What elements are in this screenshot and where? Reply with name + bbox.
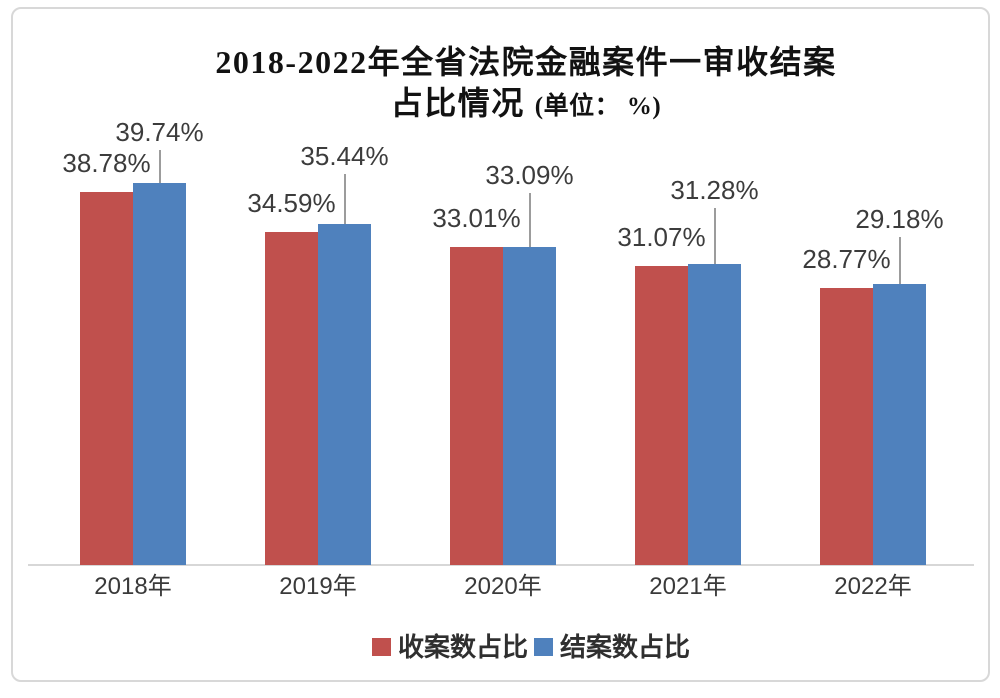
x-axis-label-2019年: 2019年	[279, 573, 357, 600]
x-axis-label-2021年: 2021年	[649, 573, 727, 600]
bar-closed-2018年	[133, 182, 186, 565]
legend: 收案数占比 结案数占比	[31, 634, 1000, 660]
legend-label-closed: 结案数占比	[560, 632, 691, 662]
leader-line-closed-2019年	[343, 174, 346, 225]
value-label-closed-2019年: 35.44%	[300, 141, 389, 172]
value-label-accepted-2022年: 28.77%	[802, 244, 891, 275]
bar-closed-2022年	[873, 284, 926, 565]
bar-closed-2020年	[503, 246, 556, 565]
leader-line-closed-2021年	[713, 208, 716, 265]
bar-closed-2019年	[318, 224, 371, 565]
legend-swatch-accepted	[371, 638, 391, 656]
value-label-accepted-2018年: 38.78%	[62, 147, 151, 178]
x-axis-label-2022年: 2022年	[834, 573, 912, 600]
legend-item-closed: 结案数占比	[534, 634, 690, 660]
chart-title-line2: 占比情况 (单位： %)	[26, 84, 1000, 126]
value-label-accepted-2021年: 31.07%	[617, 222, 706, 253]
bar-accepted-2021年	[635, 266, 688, 565]
bar-accepted-2019年	[265, 232, 318, 565]
value-label-accepted-2020年: 33.01%	[432, 203, 521, 234]
chart-title: 2018-2022年全省法院金融案件一审收结案 占比情况 (单位： %)	[26, 42, 1000, 126]
leader-line-closed-2020年	[528, 192, 531, 247]
bar-accepted-2022年	[820, 288, 873, 565]
x-axis-label-2018年: 2018年	[94, 573, 172, 600]
x-axis-line	[28, 564, 974, 566]
chart-title-line1: 2018-2022年全省法院金融案件一审收结案	[215, 44, 837, 80]
chart-title-line2-text: 占比情况	[390, 85, 525, 121]
value-label-closed-2021年: 31.28%	[670, 175, 759, 206]
value-label-closed-2022年: 29.18%	[855, 204, 944, 235]
chart-title-unit: (单位： %)	[534, 93, 662, 120]
value-label-closed-2020年: 33.09%	[485, 159, 574, 190]
legend-swatch-closed	[534, 638, 553, 656]
leader-line-closed-2018年	[158, 149, 161, 183]
value-label-closed-2018年: 39.74%	[115, 116, 204, 147]
leader-line-closed-2022年	[898, 237, 901, 285]
legend-label-accepted: 收案数占比	[397, 632, 528, 662]
bar-closed-2021年	[688, 264, 741, 565]
x-axis-label-2020年: 2020年	[464, 573, 542, 600]
bar-accepted-2020年	[450, 247, 503, 565]
value-label-accepted-2019年: 34.59%	[247, 188, 336, 219]
legend-item-accepted: 收案数占比	[371, 632, 528, 662]
bar-accepted-2018年	[80, 191, 133, 565]
